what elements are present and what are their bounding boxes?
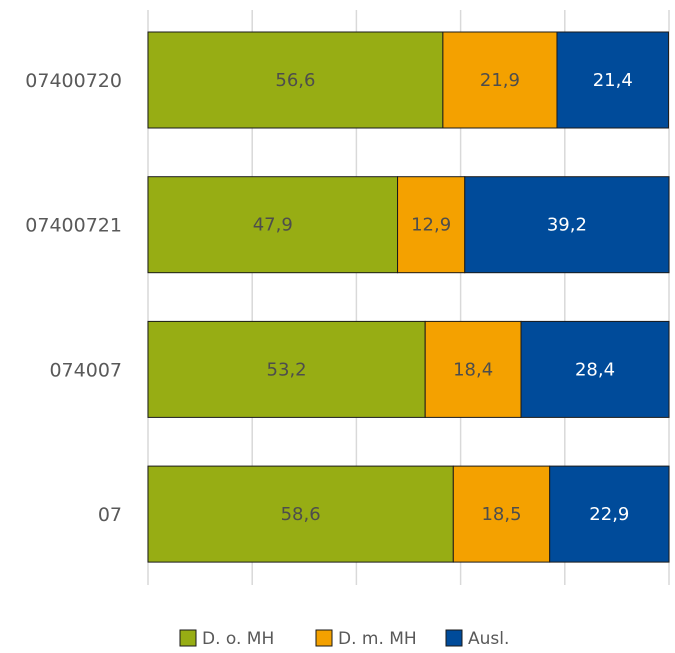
bar-segment [549, 465, 670, 563]
data-label: 56,6 [275, 70, 315, 91]
bar-segment [464, 176, 670, 274]
data-label: 22,9 [589, 504, 629, 525]
bar-segment [147, 465, 454, 563]
legend-label: D. o. MH [202, 629, 274, 649]
bar-segment [147, 320, 426, 418]
data-label: 28,4 [575, 359, 615, 380]
bar-segment [147, 31, 444, 129]
legend: D. o. MH D. m. MH Ausl. [179, 629, 509, 649]
bars: 56,6 21,9 21,4 47,9 12,9 39,2 53,2 18,4 28,4 58,6… [147, 31, 670, 563]
category-label: 07400721 [25, 215, 122, 237]
data-label: 53,2 [267, 359, 307, 380]
category-labels: 07400720 07400721 074007 07 [25, 70, 122, 526]
bar-segment [147, 176, 399, 274]
bar-segment [397, 176, 466, 274]
data-label: 47,9 [253, 215, 293, 236]
category-label: 07400720 [25, 70, 122, 92]
legend-swatch [315, 629, 333, 647]
legend-label: Ausl. [468, 629, 509, 649]
bar-segment [424, 320, 522, 418]
data-label: 21,4 [593, 70, 633, 91]
category-label: 074007 [49, 359, 122, 381]
data-label: 58,6 [281, 504, 321, 525]
data-label: 12,9 [411, 215, 451, 236]
category-label: 07 [98, 504, 122, 526]
legend-swatch [179, 629, 197, 647]
legend-label: D. m. MH [338, 629, 417, 649]
bar-segment [556, 31, 669, 129]
bar-segment [452, 465, 551, 563]
data-label: 18,5 [481, 504, 521, 525]
bar-segment [520, 320, 670, 418]
data-label: 21,9 [480, 70, 520, 91]
legend-swatch [445, 629, 463, 647]
data-label: 18,4 [453, 359, 493, 380]
data-label: 39,2 [547, 215, 587, 236]
